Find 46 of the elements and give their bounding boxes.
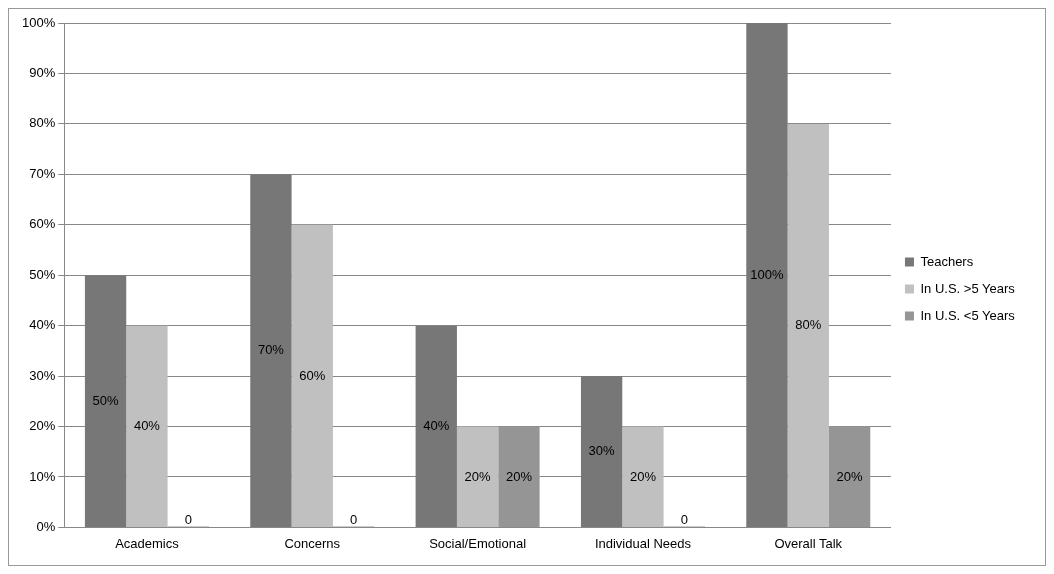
legend-label: Teachers bbox=[920, 253, 974, 269]
data-label: 0 bbox=[680, 511, 688, 527]
y-tick-label: 60% bbox=[29, 216, 56, 232]
bar bbox=[498, 426, 540, 527]
y-tick-label: 50% bbox=[29, 266, 56, 282]
y-tick-label: 80% bbox=[29, 115, 56, 131]
bar bbox=[580, 376, 623, 527]
bar bbox=[415, 325, 457, 527]
data-label: 20% bbox=[505, 468, 533, 484]
data-label: 40% bbox=[423, 418, 450, 434]
y-tick-label: 70% bbox=[29, 165, 56, 181]
data-label: 50% bbox=[92, 392, 120, 408]
bar bbox=[84, 275, 127, 527]
bar bbox=[787, 123, 829, 527]
y-tick-label: 100% bbox=[22, 14, 56, 30]
data-label: 70% bbox=[257, 342, 285, 358]
y-tick-label: 90% bbox=[29, 65, 56, 81]
bar bbox=[126, 325, 168, 527]
bar bbox=[291, 224, 333, 527]
data-label: 80% bbox=[795, 317, 822, 333]
data-label: 30% bbox=[588, 443, 616, 459]
data-label: 0 bbox=[349, 511, 358, 527]
legend-label: In U.S. >5 Years bbox=[920, 280, 1016, 296]
x-tick-label: Concerns bbox=[284, 535, 341, 551]
data-label: 20% bbox=[836, 468, 864, 484]
legend-label: In U.S. <5 Years bbox=[920, 307, 1016, 323]
x-tick-label: Social/Emotional bbox=[429, 535, 527, 551]
y-tick-label: 30% bbox=[29, 367, 56, 383]
data-label: 20% bbox=[464, 468, 492, 484]
data-label: 40% bbox=[133, 418, 161, 434]
data-label: 100% bbox=[750, 266, 785, 282]
y-tick-label: 0% bbox=[36, 518, 56, 534]
y-tick-label: 40% bbox=[29, 317, 56, 333]
y-tick-label: 20% bbox=[29, 418, 56, 434]
bar bbox=[828, 426, 871, 527]
x-tick-label: Individual Needs bbox=[594, 535, 692, 551]
bar bbox=[622, 426, 664, 527]
bar bbox=[456, 426, 499, 527]
bar bbox=[746, 23, 788, 527]
x-tick-label: Overall Talk bbox=[774, 535, 843, 551]
data-label: 60% bbox=[299, 367, 326, 383]
x-tick-label: Academics bbox=[115, 535, 180, 551]
data-label: 0 bbox=[184, 511, 192, 527]
data-label: 20% bbox=[629, 468, 657, 484]
bar bbox=[250, 174, 292, 527]
y-tick-label: 10% bbox=[29, 468, 56, 484]
